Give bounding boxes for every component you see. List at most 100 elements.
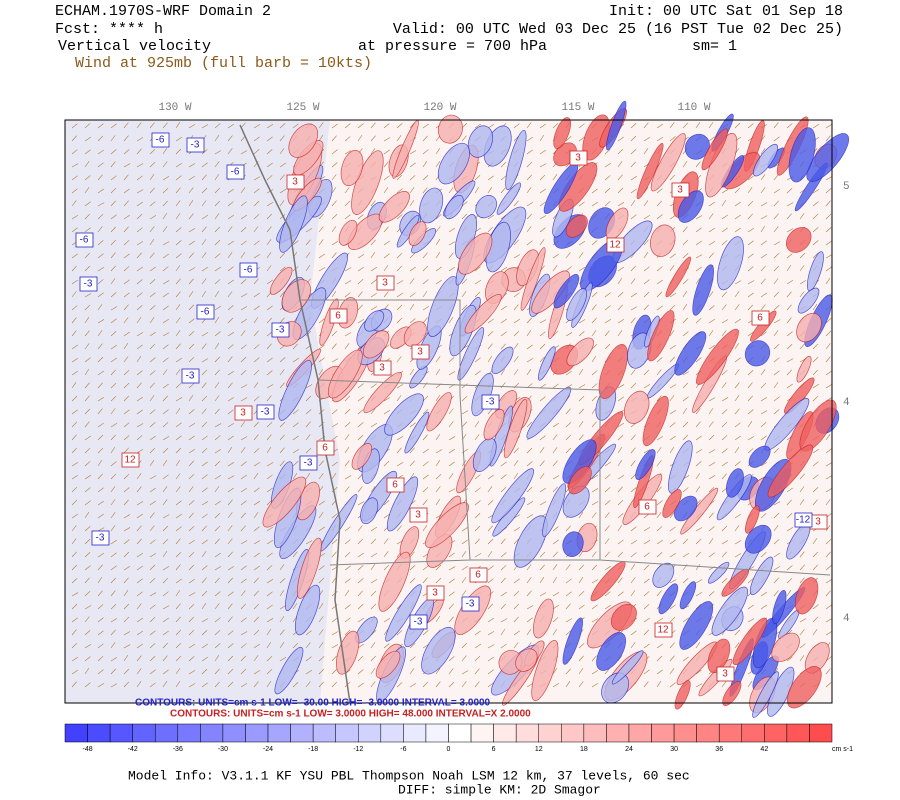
wind-barb [305, 384, 313, 389]
wind-barb [461, 681, 467, 688]
wind-barb [461, 488, 469, 493]
wind-barb [201, 513, 208, 519]
wind-barb [773, 226, 779, 233]
wind-barb [786, 565, 793, 571]
wind-barb [266, 487, 273, 493]
wind-barb [370, 239, 376, 246]
wind-barb [240, 500, 247, 506]
wind-barb [474, 487, 481, 493]
velocity-cell [338, 219, 358, 246]
wind-barb [331, 135, 337, 142]
wind-barb [812, 604, 819, 610]
wind-barb [786, 228, 794, 233]
wind-barb [201, 501, 209, 506]
wind-barb [201, 474, 208, 480]
wind-barb [591, 395, 598, 402]
wind-barb [149, 512, 155, 519]
wind-barb [695, 240, 702, 246]
wind-barb [344, 590, 350, 597]
latitude-label: 4 [843, 613, 850, 625]
wind-barb [513, 630, 520, 636]
wind-barb [357, 135, 363, 142]
wind-barb [500, 565, 507, 571]
contour-label: -3 [84, 279, 93, 290]
wind-barb [305, 228, 313, 233]
wind-barb [279, 642, 285, 649]
wind-barb [357, 590, 363, 597]
wind-barb [578, 655, 584, 662]
wind-barb [539, 447, 545, 454]
wind-barb [630, 149, 637, 155]
wind-barb [461, 278, 468, 285]
wind-barb [136, 175, 143, 181]
velocity-cell [786, 666, 822, 709]
wind-barb [825, 370, 832, 376]
wind-barb [370, 642, 376, 649]
wind-barb [279, 460, 285, 467]
wind-barb [799, 655, 805, 662]
wind-barb [474, 474, 481, 480]
wind-barb [643, 449, 651, 454]
wind-barb [214, 382, 220, 389]
wind-barb [175, 136, 183, 142]
wind-barb [136, 423, 144, 428]
wind-barb [526, 226, 532, 233]
wind-barb [747, 578, 754, 584]
valid-time: Valid: 00 UTC Wed 03 Dec 25 (16 PST Tue … [393, 21, 843, 38]
wind-barb [123, 409, 130, 415]
wind-barb [253, 226, 259, 233]
wind-barb [409, 187, 415, 194]
velocity-cell [568, 466, 592, 495]
wind-barb [656, 291, 663, 298]
wind-barb [578, 421, 584, 428]
wind-barb [383, 643, 390, 649]
wind-barb [344, 136, 351, 142]
wind-barb [292, 551, 298, 558]
wind-barb [812, 474, 819, 480]
wind-barb [669, 539, 676, 545]
velocity-cell [562, 485, 590, 518]
velocity-cell [796, 355, 812, 383]
wind-barb [123, 135, 129, 142]
wind-barb [188, 551, 195, 558]
wind-barb [253, 369, 260, 376]
wind-barb [344, 267, 352, 272]
wind-barb [682, 253, 689, 259]
wind-barb [253, 603, 260, 610]
wind-barb [448, 461, 455, 467]
wind-barb [708, 449, 716, 454]
wind-barb [357, 123, 364, 129]
velocity-cell [542, 483, 567, 537]
wind-barb [669, 136, 676, 142]
wind-barb [136, 435, 143, 441]
wind-barb [734, 280, 742, 285]
wind-barb [253, 278, 259, 285]
wind-barb [773, 122, 779, 129]
wind-barb [552, 447, 558, 454]
wind-barb [682, 317, 688, 324]
wind-barb [253, 526, 260, 532]
wind-barb [318, 344, 325, 350]
wind-barb [461, 201, 468, 207]
wind-barb [279, 447, 285, 454]
velocity-cell [748, 445, 771, 468]
wind-barb [227, 566, 235, 571]
wind-barb [799, 213, 805, 220]
wind-barb [318, 656, 325, 662]
wind-barb [71, 421, 78, 428]
wind-barb [539, 227, 546, 233]
wind-barb [591, 317, 597, 324]
wind-barb [383, 513, 390, 519]
wind-barb [773, 382, 779, 389]
wind-barb [617, 435, 624, 441]
wind-barb [825, 240, 832, 246]
wind-barb [84, 656, 91, 662]
wind-barb [747, 175, 754, 181]
wind-barb [526, 590, 532, 597]
wind-barb [110, 292, 117, 298]
wind-barb [149, 553, 157, 558]
wind-barb [123, 681, 130, 688]
wind-barb [97, 473, 103, 480]
wind-barb [84, 435, 91, 441]
wind-barb [344, 629, 351, 636]
